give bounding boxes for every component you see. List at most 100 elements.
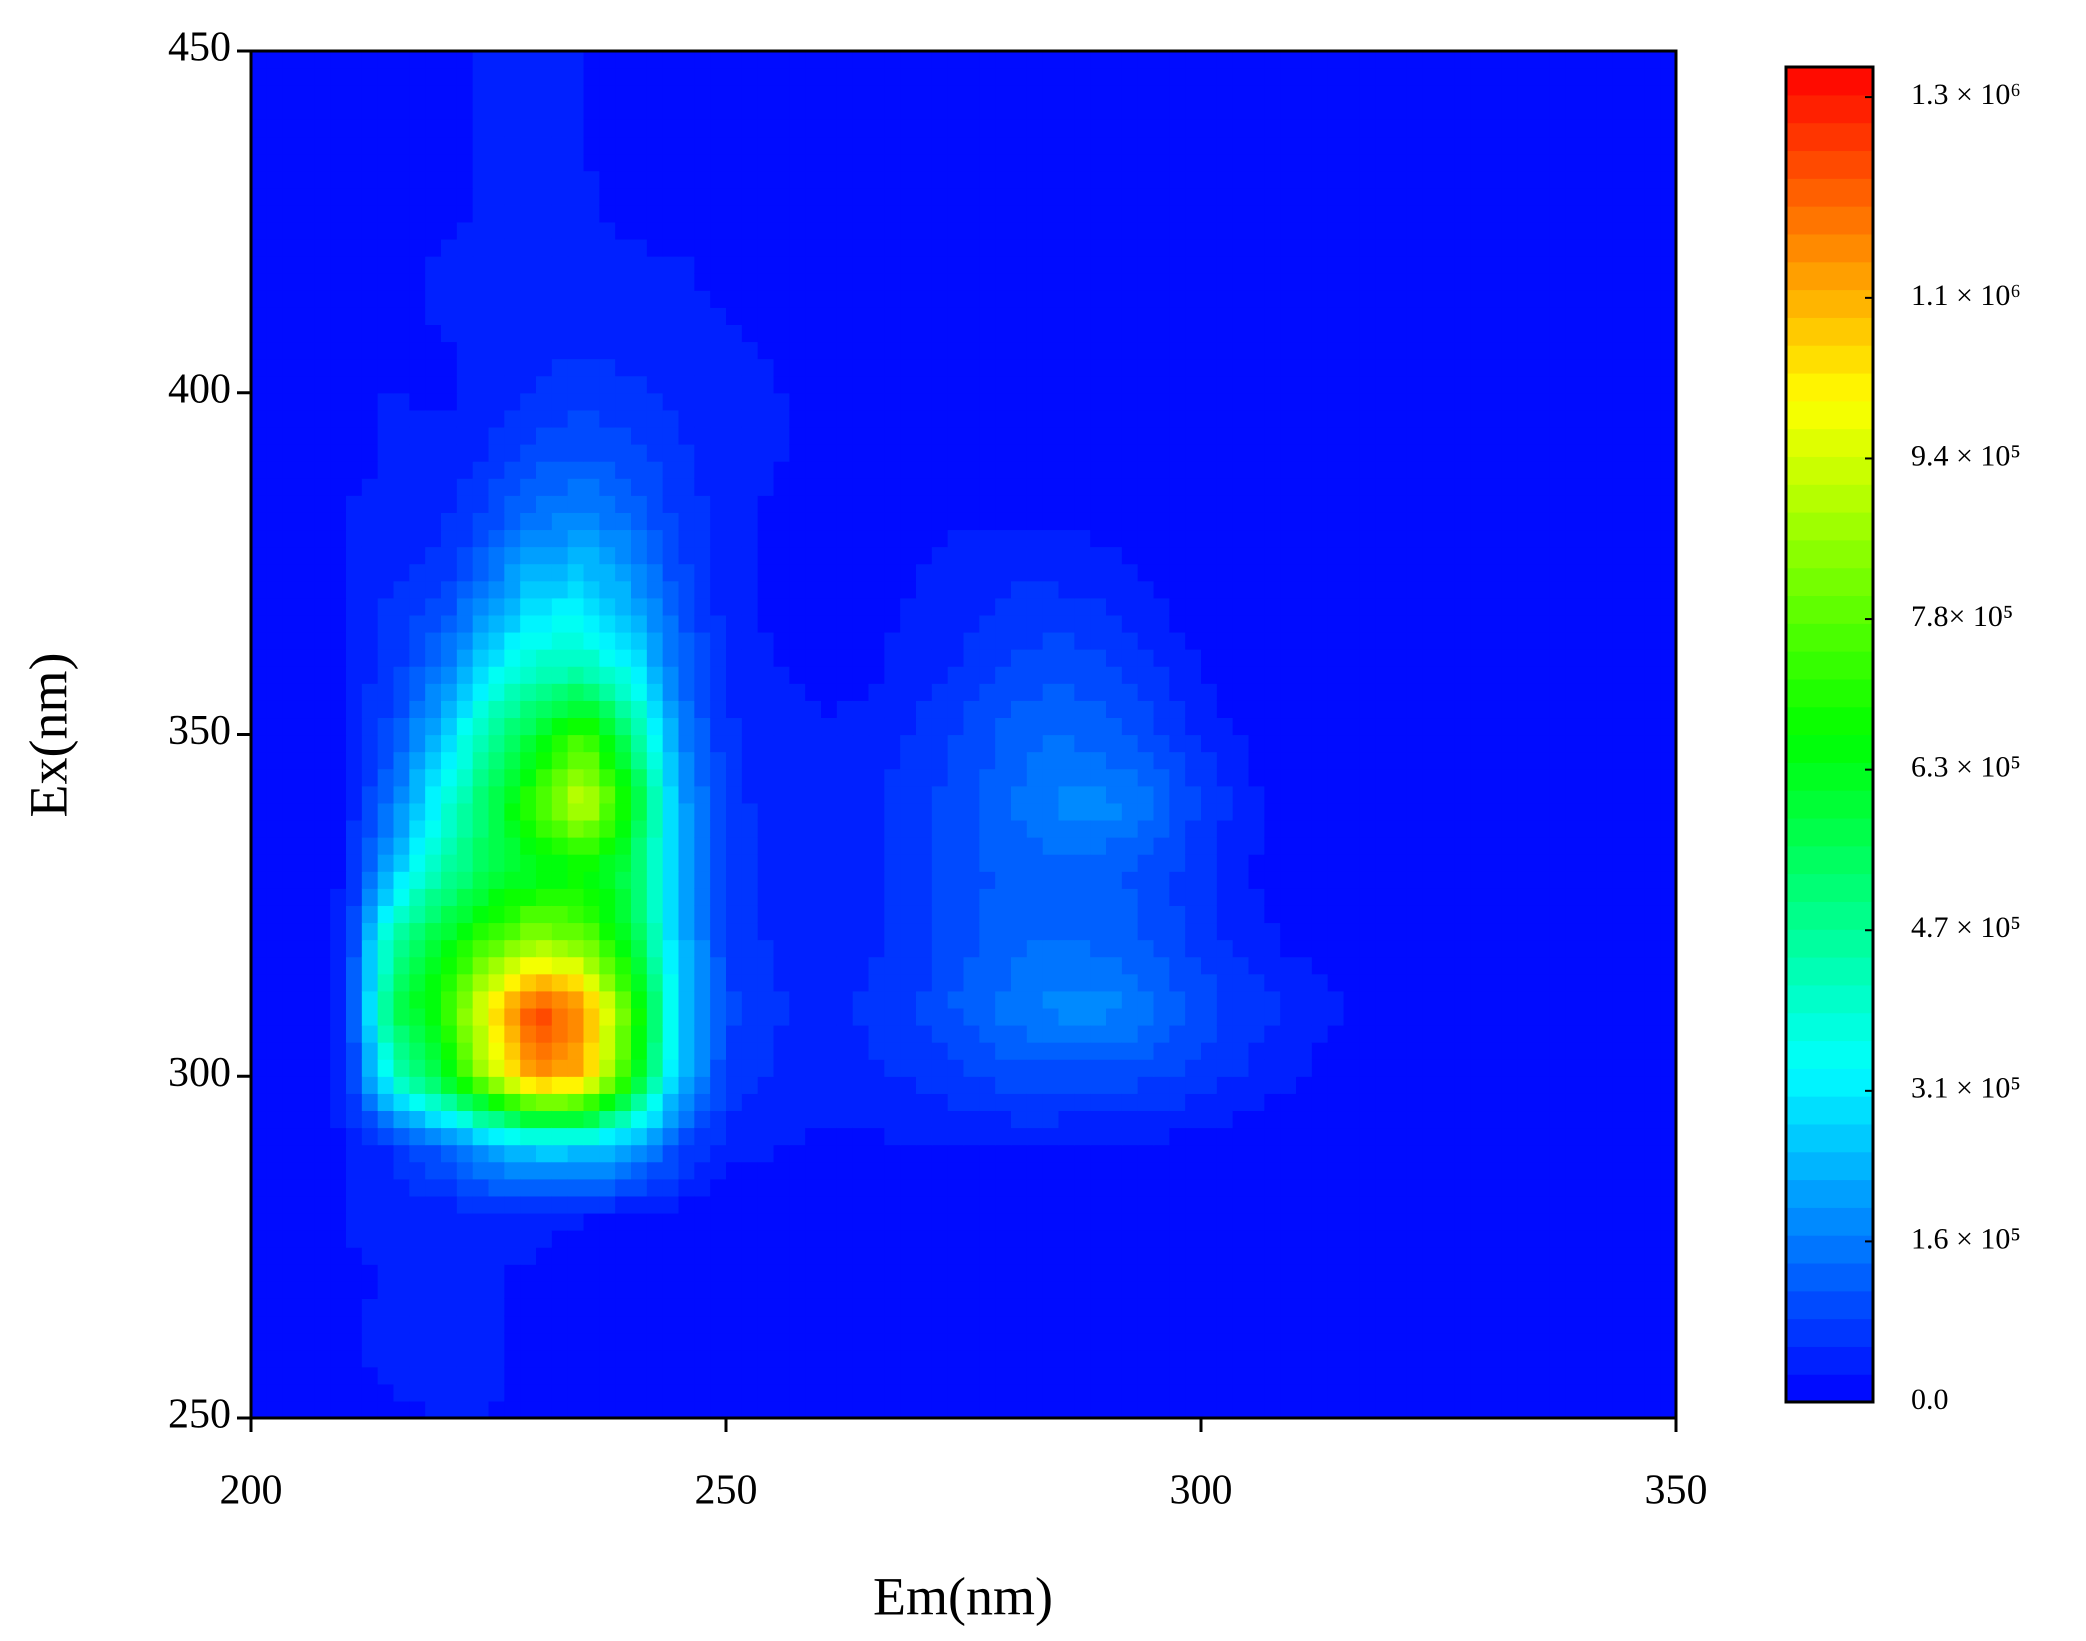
contour-cell (330, 1161, 347, 1180)
contour-cell (1565, 802, 1582, 821)
contour-cell (314, 1230, 331, 1248)
contour-cell (1533, 990, 1550, 1009)
contour-cell (1375, 819, 1392, 838)
contour-cell (1296, 768, 1313, 787)
contour-cell (1106, 529, 1123, 548)
contour-cell (1391, 1178, 1408, 1197)
contour-cell (456, 529, 474, 548)
contour-cell (504, 973, 521, 992)
contour-cell (393, 1247, 410, 1265)
contour-cell (1406, 529, 1424, 548)
contour-cell (251, 683, 268, 701)
contour-cell (1565, 854, 1582, 872)
contour-cell (868, 1298, 885, 1317)
contour-cell (868, 871, 885, 889)
contour-cell (488, 819, 505, 838)
contour-cell (947, 717, 965, 736)
contour-cell (298, 1093, 315, 1112)
contour-cell (1549, 785, 1566, 804)
contour-cell (1137, 1059, 1155, 1077)
contour-cell (520, 478, 537, 496)
contour-cell (361, 1024, 379, 1043)
contour-cell (662, 631, 680, 650)
contour-cell (995, 666, 1012, 684)
contour-cell (678, 990, 695, 1009)
contour-cell (441, 478, 458, 496)
contour-cell (409, 1366, 426, 1385)
contour-cell (631, 1366, 648, 1385)
contour-cell (1153, 939, 1170, 958)
contour-cell (551, 1298, 569, 1317)
contour-cell (1359, 461, 1376, 479)
contour-cell (916, 990, 933, 1009)
contour-cell (979, 597, 996, 616)
contour-cell (583, 837, 600, 855)
contour-cell (377, 922, 395, 941)
contour-cell (377, 512, 395, 531)
contour-cell (1644, 1059, 1661, 1077)
contour-cell (1375, 905, 1392, 924)
contour-cell (441, 597, 458, 616)
contour-cell (314, 922, 331, 941)
contour-cell (1549, 700, 1566, 719)
contour-cell (963, 1076, 980, 1094)
contour-cell (1042, 1161, 1060, 1180)
contour-cell (536, 512, 553, 531)
contour-cell (773, 1007, 790, 1026)
contour-cell (1201, 1195, 1218, 1214)
contour-cell (900, 871, 917, 889)
contour-cell (251, 461, 268, 479)
contour-cell (1169, 922, 1186, 941)
contour-cell (1280, 461, 1297, 479)
contour-cell (852, 734, 870, 753)
contour-cell (900, 717, 917, 736)
contour-cell (1612, 768, 1630, 787)
contour-cell (377, 837, 395, 855)
contour-cell (646, 1127, 664, 1146)
contour-cell (615, 700, 632, 719)
contour-cell (805, 854, 822, 872)
contour-cell (947, 529, 965, 548)
contour-cell (536, 1298, 553, 1317)
contour-cell (1359, 1400, 1376, 1418)
contour-cell (694, 973, 711, 992)
contour-cell (694, 529, 711, 548)
contour-cell (1533, 1161, 1550, 1180)
contour-cell (1106, 802, 1123, 821)
contour-cell (884, 1178, 901, 1197)
contour-cell (1359, 973, 1376, 992)
contour-cell (1311, 666, 1329, 684)
contour-cell (694, 1332, 711, 1351)
contour-cell (1549, 631, 1566, 650)
contour-cell (1375, 666, 1392, 684)
contour-cell (615, 1059, 632, 1077)
contour-cell (1216, 854, 1234, 872)
contour-cell (710, 1332, 727, 1351)
contour-cell (1248, 802, 1265, 821)
contour-cell (504, 1230, 521, 1248)
contour-cell (1011, 837, 1028, 855)
contour-cell (884, 1195, 901, 1214)
contour-cell (1596, 700, 1614, 719)
contour-cell (963, 1195, 980, 1214)
contour-cell (1169, 683, 1186, 701)
contour-cell (1343, 1144, 1360, 1163)
contour-cell (931, 1400, 949, 1418)
contour-cell (1343, 1161, 1360, 1180)
contour-cell (1137, 819, 1155, 838)
contour-cell (1264, 631, 1281, 650)
contour-cell (1391, 1093, 1408, 1112)
contour-cell (963, 512, 980, 531)
contour-cell (1248, 1349, 1265, 1368)
contour-cell (1058, 1366, 1075, 1385)
contour-cell (1327, 751, 1345, 770)
contour-cell (377, 1024, 395, 1043)
contour-cell (1660, 1059, 1676, 1077)
contour-cell (821, 614, 838, 633)
contour-cell (1042, 922, 1060, 941)
contour-cell (1137, 785, 1155, 804)
contour-cell (1501, 785, 1519, 804)
contour-cell (1596, 546, 1614, 565)
contour-cell (1311, 1024, 1329, 1043)
contour-cell (1359, 1144, 1376, 1163)
